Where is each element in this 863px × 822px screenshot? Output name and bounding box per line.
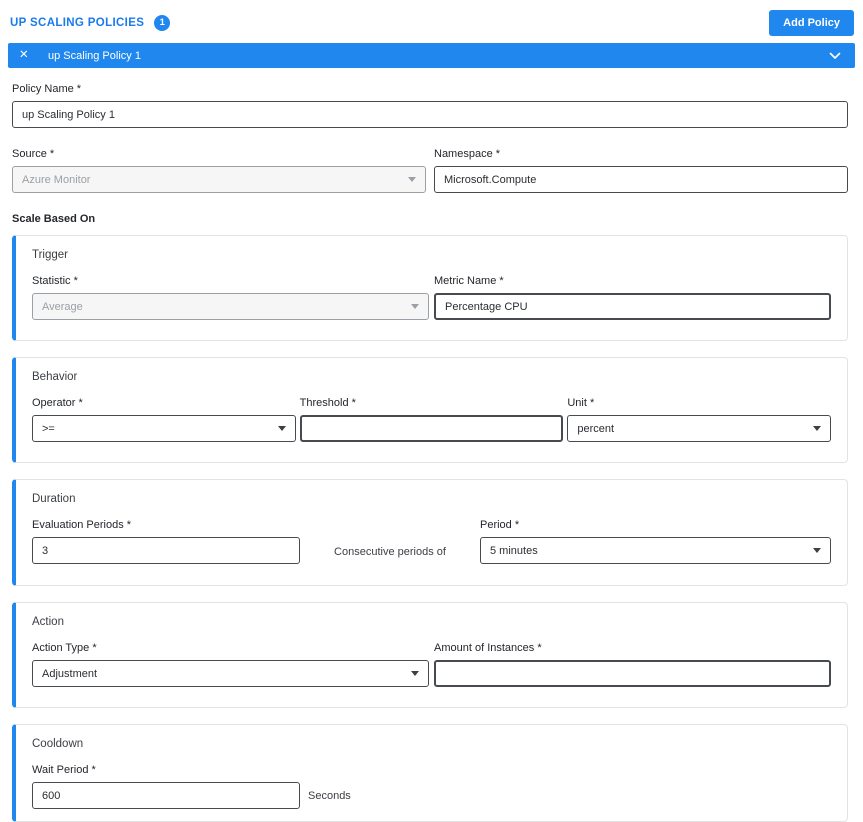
action-row: Action Type * Adjustment Amount of Insta… [32,642,831,687]
policy-count-badge: 1 [154,14,171,31]
period-select-value: 5 minutes [490,544,538,557]
period-field: Period * 5 minutes [480,519,831,565]
policy-form: Policy Name * Source * Azure Monitor Nam… [8,68,855,822]
policy-header-bar[interactable]: ✕ up Scaling Policy 1 [8,43,855,68]
unit-select[interactable]: percent [567,415,831,442]
cooldown-card: Cooldown Wait Period * Seconds [12,724,848,822]
source-label: Source * [12,148,55,160]
action-type-label: Action Type * [32,642,97,654]
amount-of-instances-field: Amount of Instances * [434,642,831,687]
statistic-field: Statistic * Average [32,275,429,320]
unit-field: Unit * percent [567,397,831,442]
dropdown-arrow-icon [277,426,286,431]
chevron-down-icon[interactable] [829,52,841,60]
wait-period-label: Wait Period * [32,764,96,776]
metric-name-label: Metric Name * [434,275,504,287]
statistic-label: Statistic * [32,275,78,287]
namespace-input[interactable] [434,166,848,193]
duration-row: Evaluation Periods * Consecutive periods… [32,519,831,565]
evaluation-periods-label: Evaluation Periods * [32,519,132,531]
action-type-select[interactable]: Adjustment [32,660,429,687]
operator-label: Operator * [32,397,83,409]
consecutive-periods-text: Consecutive periods of [334,545,446,558]
action-card: Action Action Type * Adjustment Amount o… [12,602,848,708]
behavior-card: Behavior Operator * >= Threshold * Unit … [12,357,848,463]
action-type-select-value: Adjustment [42,667,98,680]
seconds-text: Seconds [308,789,351,802]
policy-bar-title: up Scaling Policy 1 [48,49,141,62]
threshold-label: Threshold * [299,397,356,409]
amount-of-instances-label: Amount of Instances * [434,642,542,654]
evaluation-periods-input[interactable] [32,537,300,564]
source-field: Source * Azure Monitor [12,148,426,193]
namespace-label: Namespace * [434,148,501,160]
namespace-field: Namespace * [434,148,848,193]
policy-name-input[interactable] [12,101,848,128]
operator-field: Operator * >= [32,397,296,442]
add-policy-button[interactable]: Add Policy [769,9,854,36]
dropdown-arrow-icon [411,671,419,676]
scale-based-on-label: Scale Based On [12,213,96,225]
trigger-row: Statistic * Average Metric Name * [32,275,831,320]
behavior-card-title: Behavior [32,371,78,383]
statistic-select[interactable]: Average [32,293,429,320]
dropdown-arrow-icon [411,304,419,309]
action-card-title: Action [32,616,64,628]
threshold-field: Threshold * [299,397,564,442]
behavior-row: Operator * >= Threshold * Unit * percent [32,397,831,442]
amount-of-instances-input[interactable] [434,660,831,687]
close-icon[interactable]: ✕ [19,48,29,61]
policy-name-label: Policy Name * [12,83,82,95]
metric-name-field: Metric Name * [434,275,831,320]
operator-select[interactable]: >= [32,415,296,442]
cooldown-card-title: Cooldown [32,738,84,750]
page-header: UP SCALING POLICIES 1 Add Policy [10,9,854,36]
source-select[interactable]: Azure Monitor [12,166,426,193]
label-spacer [300,519,480,538]
duration-card-title: Duration [32,493,76,505]
evaluation-periods-field: Evaluation Periods * [32,519,300,565]
period-select[interactable]: 5 minutes [480,537,831,564]
policy-name-field: Policy Name * [12,83,848,128]
source-select-value: Azure Monitor [22,173,91,186]
threshold-input[interactable] [299,415,564,442]
action-type-field: Action Type * Adjustment [32,642,429,687]
statistic-select-value: Average [42,300,83,313]
page-title-group: UP SCALING POLICIES 1 [10,14,171,31]
unit-label: Unit * [567,397,595,409]
duration-card: Duration Evaluation Periods * Consecutiv… [12,479,848,586]
source-namespace-row: Source * Azure Monitor Namespace * [12,148,848,193]
dropdown-arrow-icon [812,426,821,431]
metric-name-input[interactable] [434,293,831,320]
dropdown-arrow-icon [408,177,416,182]
unit-select-value: percent [577,422,615,435]
period-label: Period * [480,519,520,531]
dropdown-arrow-icon [813,548,821,553]
trigger-card-title: Trigger [32,249,68,261]
page-title: UP SCALING POLICIES [10,16,145,29]
operator-select-value: >= [42,422,55,435]
trigger-card: Trigger Statistic * Average Metric Name … [12,235,848,341]
consecutive-periods-text-wrap: Consecutive periods of [300,519,480,565]
